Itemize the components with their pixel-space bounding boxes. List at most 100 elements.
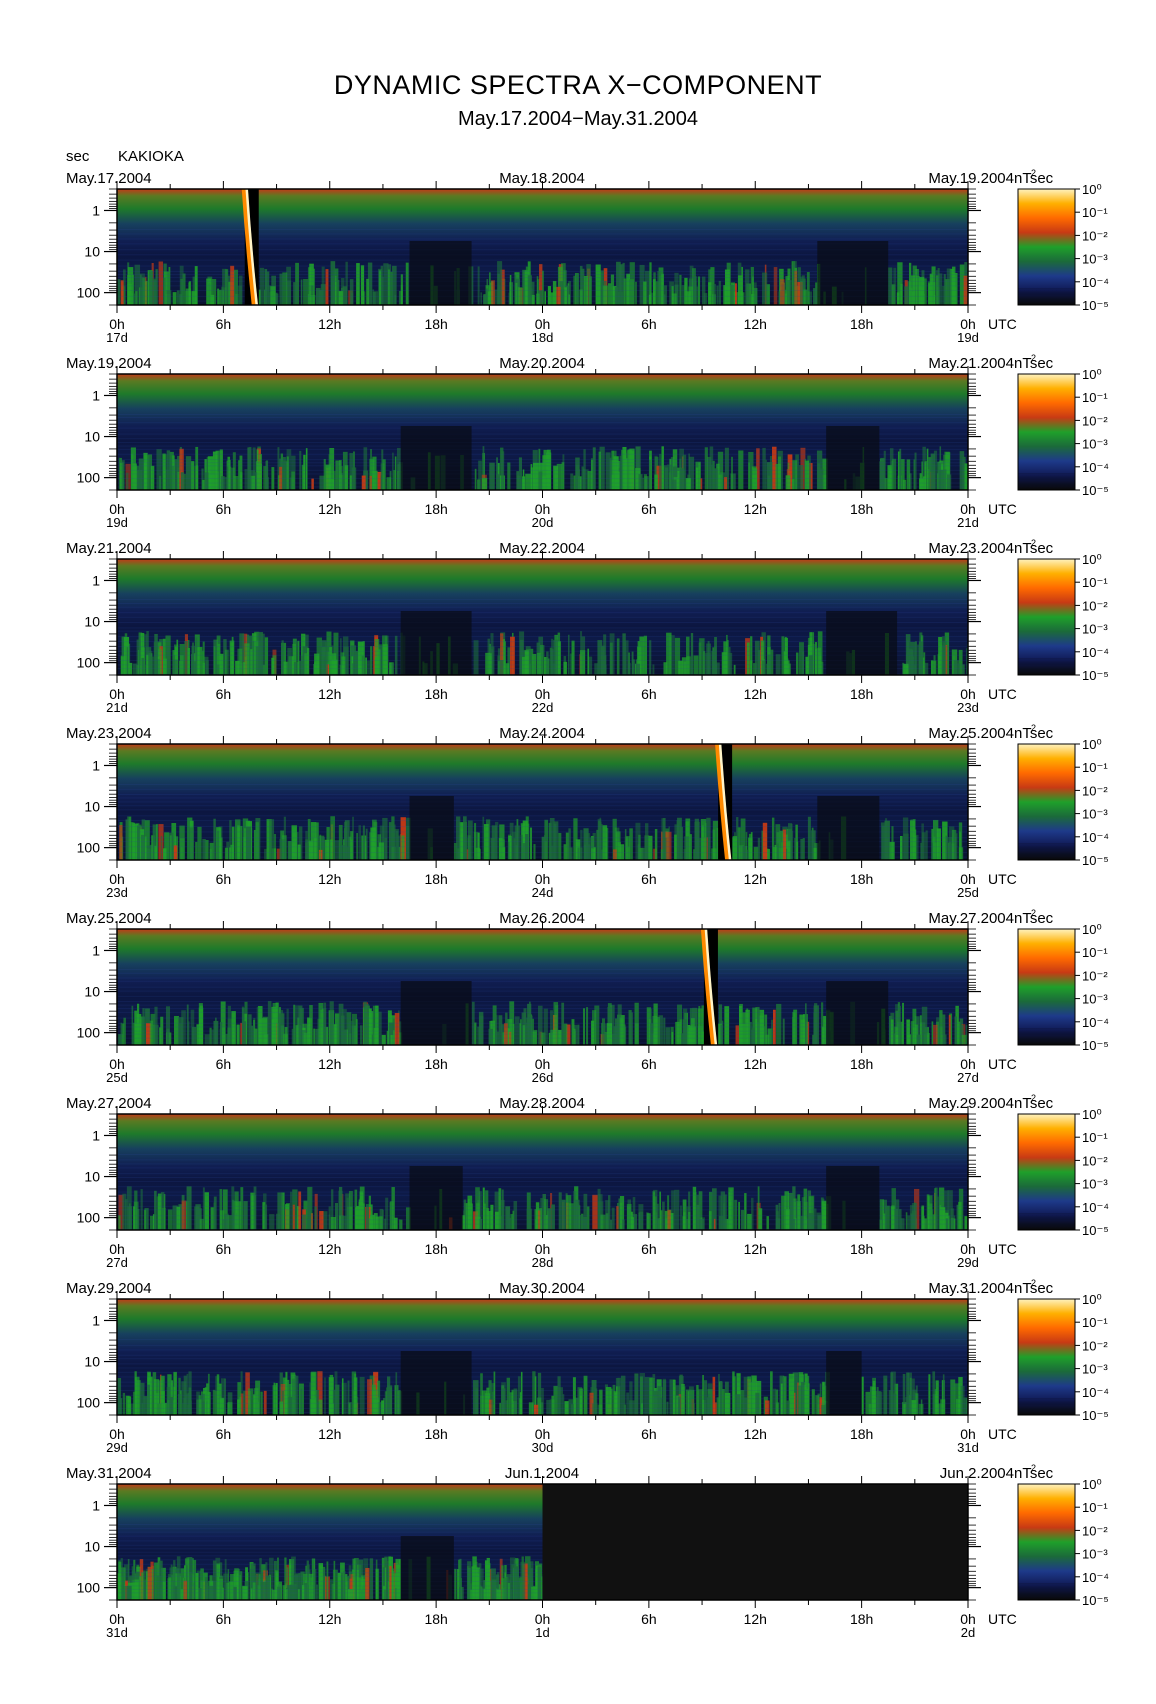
activity-mark xyxy=(313,268,315,305)
y-tick-label: 100 xyxy=(77,1025,101,1041)
activity-mark xyxy=(758,1009,765,1045)
activity-mark xyxy=(909,473,912,490)
activity-mark xyxy=(921,1205,925,1230)
day-label: 2d xyxy=(961,1625,975,1640)
activity-mark xyxy=(562,1394,565,1415)
activity-mark xyxy=(315,1584,318,1600)
activity-mark xyxy=(363,447,368,490)
activity-mark xyxy=(204,1034,210,1045)
activity-mark xyxy=(626,273,631,305)
x-tick-label: 6h xyxy=(641,1056,657,1072)
colorbar-tick-label: 10⁻⁴ xyxy=(1082,645,1109,660)
activity-mark xyxy=(299,826,303,860)
activity-mark xyxy=(406,817,411,860)
activity-mark xyxy=(405,1207,411,1230)
activity-mark xyxy=(786,660,790,675)
activity-mark xyxy=(505,1400,508,1415)
colorbar-tick-label: 10⁻⁵ xyxy=(1082,853,1109,868)
activity-mark xyxy=(376,649,381,675)
activity-mark xyxy=(384,1567,387,1600)
band-mark xyxy=(117,995,968,997)
band-mark xyxy=(117,650,968,652)
activity-mark xyxy=(553,1002,559,1045)
x-tick-label: 0h xyxy=(960,1426,976,1442)
band-mark xyxy=(117,233,968,235)
activity-mark xyxy=(514,274,517,305)
activity-mark xyxy=(137,825,141,860)
activity-mark xyxy=(629,1012,633,1045)
activity-mark xyxy=(753,846,759,860)
activity-mark xyxy=(263,466,267,490)
activity-mark xyxy=(619,264,624,305)
activity-mark xyxy=(564,1401,569,1415)
activity-mark xyxy=(963,275,968,305)
activity-mark xyxy=(547,286,551,305)
activity-mark xyxy=(652,664,655,675)
x-unit-label: UTC xyxy=(988,1426,1017,1442)
activity-mark xyxy=(252,1582,256,1600)
x-tick-label: 18h xyxy=(850,871,873,887)
activity-mark xyxy=(570,653,573,675)
activity-mark xyxy=(678,660,683,675)
activity-mark xyxy=(126,275,131,305)
activity-mark xyxy=(286,449,292,490)
panel-mid-date: May.26.2004 xyxy=(499,910,585,927)
activity-mark xyxy=(583,275,588,305)
activity-mark xyxy=(893,1393,897,1415)
activity-mark xyxy=(158,261,164,305)
activity-mark xyxy=(568,828,571,860)
activity-mark xyxy=(695,1194,701,1230)
colorbar-unit-exponent: 2 xyxy=(1031,1278,1036,1288)
activity-mark xyxy=(190,461,195,490)
activity-mark xyxy=(493,289,499,305)
activity-mark xyxy=(280,839,286,860)
band-mark xyxy=(117,1017,968,1019)
activity-mark xyxy=(936,1403,942,1415)
activity-mark xyxy=(497,655,501,675)
activity-mark xyxy=(953,660,960,675)
activity-mark xyxy=(485,652,490,675)
activity-mark xyxy=(632,1197,636,1230)
activity-mark xyxy=(554,639,559,675)
activity-mark xyxy=(360,265,365,305)
activity-mark xyxy=(341,1215,347,1230)
activity-mark xyxy=(350,645,357,675)
activity-mark xyxy=(716,285,719,305)
activity-mark xyxy=(909,1205,916,1230)
activity-mark xyxy=(512,1210,515,1230)
activity-mark xyxy=(794,270,798,305)
activity-mark xyxy=(221,287,228,305)
activity-mark xyxy=(699,638,705,675)
activity-mark xyxy=(361,655,364,675)
activity-mark xyxy=(807,455,811,490)
activity-mark xyxy=(587,471,592,490)
band-mark xyxy=(117,1381,968,1383)
activity-mark xyxy=(195,637,198,675)
activity-mark xyxy=(170,466,175,490)
activity-mark xyxy=(797,1194,801,1230)
activity-mark xyxy=(371,1384,377,1415)
activity-mark xyxy=(544,1199,549,1230)
activity-mark xyxy=(234,1191,239,1230)
x-tick-label: 12h xyxy=(744,501,767,517)
activity-mark xyxy=(348,1021,350,1045)
activity-mark xyxy=(794,838,797,860)
activity-mark xyxy=(908,655,911,675)
activity-mark xyxy=(928,457,933,490)
activity-mark xyxy=(955,1005,959,1045)
activity-mark xyxy=(949,826,955,860)
quiet-interval xyxy=(826,1166,880,1230)
activity-mark xyxy=(485,288,488,305)
activity-mark xyxy=(783,834,789,860)
band-mark xyxy=(117,788,968,790)
activity-mark xyxy=(365,657,367,675)
activity-mark xyxy=(287,841,293,860)
activity-mark xyxy=(136,1208,140,1230)
activity-mark xyxy=(765,459,767,490)
activity-mark xyxy=(209,842,214,860)
band-mark xyxy=(117,972,968,974)
activity-mark xyxy=(257,1017,262,1045)
band-mark xyxy=(117,809,968,811)
band-mark xyxy=(117,1563,543,1565)
activity-mark xyxy=(389,1566,392,1600)
